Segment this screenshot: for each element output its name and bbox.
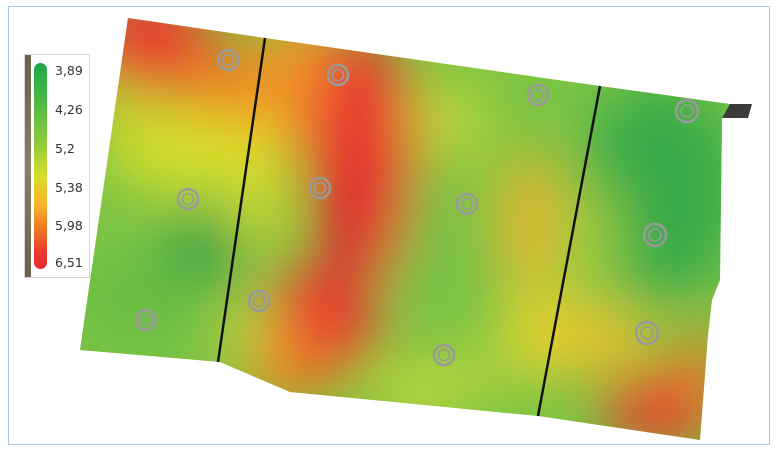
legend-label-4: 5,38 [55,180,83,195]
color-legend: 3,89 4,26 5,2 5,38 5,98 6,51 [24,54,90,278]
sample-marker [455,192,479,216]
sample-marker [308,176,332,200]
sample-marker [216,48,240,72]
section-divider [216,37,267,363]
sample-marker [634,320,660,346]
sample-markers [134,48,700,367]
field-edge-strip [722,104,752,118]
legend-color-bar [34,63,47,269]
legend-frame [25,55,31,277]
legend-label-5: 5,98 [55,218,83,233]
legend-label-3: 5,2 [55,141,75,156]
legend-label-6: 6,51 [55,255,83,270]
sample-marker [247,289,271,313]
field-surface [80,18,730,440]
sample-marker [432,343,456,367]
sample-marker [134,308,158,332]
sample-marker [526,83,550,107]
sample-marker [642,222,668,248]
legend-label-2: 4,26 [55,102,83,117]
sample-marker [674,98,700,124]
sample-marker [176,187,200,211]
section-divider [536,85,602,417]
sample-marker [326,63,350,87]
legend-label-1: 3,89 [55,63,83,78]
